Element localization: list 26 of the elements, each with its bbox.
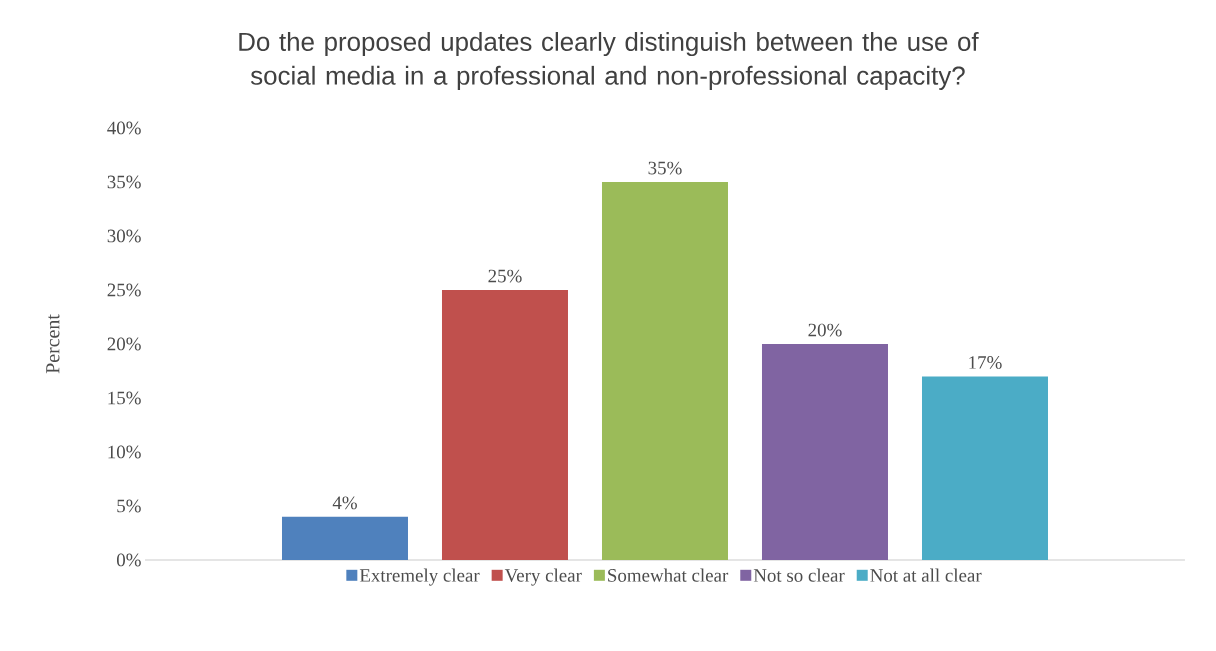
y-tick-label: 25% — [107, 283, 141, 297]
bar — [601, 181, 728, 560]
y-tick-label: 30% — [107, 229, 141, 243]
y-tick-label: 5% — [117, 499, 141, 513]
legend-label: Extremely clear — [359, 568, 480, 586]
legend-label: Very clear — [504, 568, 582, 586]
y-tick-label: 35% — [107, 175, 141, 189]
legend-label: Not so clear — [753, 568, 845, 582]
data-label: 25% — [488, 269, 522, 283]
bar — [281, 516, 408, 560]
bar — [441, 289, 568, 560]
y-tick-label: 20% — [107, 337, 141, 351]
y-tick-label: 10% — [108, 445, 141, 459]
chart-title: Do the proposed updates clearly distinguish between the use of social media in a professional and non-professional capacity? — [239, 31, 979, 90]
bar — [761, 343, 888, 560]
data-label: 17% — [969, 356, 1002, 369]
legend-label: Not at all clear — [870, 568, 982, 582]
y-axis-title: Percent — [46, 314, 60, 374]
y-tick-label: 0% — [116, 553, 141, 567]
data-label: 20% — [808, 323, 842, 337]
data-label: 4% — [332, 496, 357, 510]
legend-label: Somewhat clear — [608, 568, 729, 582]
y-tick-label: 15% — [108, 391, 141, 405]
bar — [921, 376, 1048, 560]
y-tick-label: 40% — [107, 121, 141, 135]
data-label: 35% — [648, 161, 682, 175]
